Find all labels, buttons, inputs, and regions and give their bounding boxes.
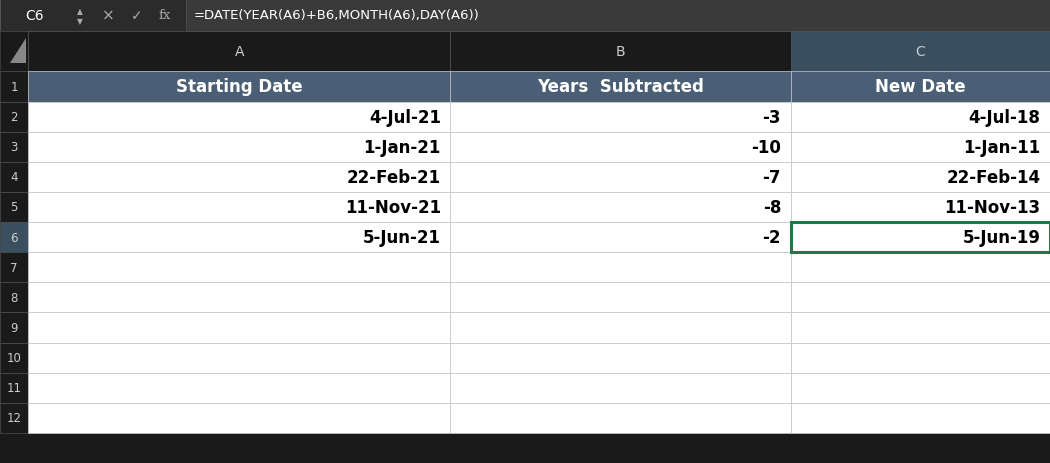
- Text: Starting Date: Starting Date: [176, 78, 302, 96]
- Bar: [28, 163, 450, 193]
- Bar: [791, 373, 1050, 403]
- Bar: [0, 163, 28, 193]
- Bar: [791, 31, 1050, 72]
- Bar: [450, 193, 791, 223]
- Text: =DATE(YEAR(A6)+B6,MONTH(A6),DAY(A6)): =DATE(YEAR(A6)+B6,MONTH(A6),DAY(A6)): [193, 9, 479, 22]
- Text: 10: 10: [6, 351, 22, 364]
- Bar: [0, 132, 28, 163]
- Bar: [0, 31, 28, 72]
- Text: 1-Jan-11: 1-Jan-11: [963, 138, 1041, 156]
- Bar: [450, 282, 791, 313]
- Text: New Date: New Date: [875, 78, 966, 96]
- Bar: [450, 132, 791, 163]
- Text: C: C: [916, 45, 925, 59]
- Bar: [791, 163, 1050, 193]
- Bar: [186, 0, 1050, 31]
- Bar: [28, 31, 450, 72]
- Bar: [0, 253, 28, 282]
- Bar: [791, 282, 1050, 313]
- Bar: [450, 343, 791, 373]
- Bar: [450, 163, 791, 193]
- Text: 4: 4: [10, 171, 18, 184]
- Bar: [450, 31, 791, 72]
- Bar: [28, 403, 450, 433]
- Bar: [68, 0, 91, 31]
- Bar: [28, 132, 450, 163]
- Text: A: A: [234, 45, 244, 59]
- Text: Years  Subtracted: Years Subtracted: [537, 78, 704, 96]
- Text: 3: 3: [10, 141, 18, 154]
- Bar: [450, 72, 791, 102]
- Text: 11-Nov-13: 11-Nov-13: [944, 199, 1041, 217]
- Bar: [450, 373, 791, 403]
- Bar: [791, 313, 1050, 343]
- Bar: [791, 223, 1050, 253]
- Text: 5: 5: [10, 201, 18, 214]
- Polygon shape: [9, 39, 26, 64]
- Bar: [0, 403, 28, 433]
- Bar: [450, 403, 791, 433]
- Bar: [28, 193, 450, 223]
- Text: 4-Jul-21: 4-Jul-21: [369, 108, 441, 126]
- Bar: [0, 373, 28, 403]
- Text: ▼: ▼: [77, 17, 83, 26]
- Bar: [791, 72, 1050, 102]
- Bar: [0, 0, 1050, 31]
- Text: 8: 8: [10, 291, 18, 304]
- Bar: [0, 223, 28, 253]
- Bar: [28, 253, 450, 282]
- Text: B: B: [615, 45, 625, 59]
- Bar: [0, 343, 28, 373]
- Bar: [28, 313, 450, 343]
- Text: 12: 12: [6, 412, 22, 425]
- Text: 22-Feb-14: 22-Feb-14: [946, 169, 1041, 187]
- Text: -3: -3: [762, 108, 781, 126]
- Bar: [791, 403, 1050, 433]
- Bar: [791, 102, 1050, 132]
- Text: -2: -2: [762, 229, 781, 246]
- Text: fx: fx: [159, 9, 171, 22]
- Bar: [28, 282, 450, 313]
- Text: C6: C6: [25, 9, 43, 23]
- Text: ×: ×: [102, 8, 114, 23]
- Bar: [0, 0, 68, 31]
- Text: 7: 7: [10, 261, 18, 274]
- Bar: [0, 193, 28, 223]
- Bar: [791, 223, 1050, 253]
- Bar: [791, 253, 1050, 282]
- Text: 9: 9: [10, 321, 18, 334]
- Bar: [450, 313, 791, 343]
- Bar: [791, 193, 1050, 223]
- Text: 11-Nov-21: 11-Nov-21: [344, 199, 441, 217]
- Bar: [791, 132, 1050, 163]
- Bar: [0, 282, 28, 313]
- Text: 5-Jun-21: 5-Jun-21: [363, 229, 441, 246]
- Text: 5-Jun-19: 5-Jun-19: [963, 229, 1041, 246]
- Bar: [0, 72, 28, 102]
- Text: 22-Feb-21: 22-Feb-21: [346, 169, 441, 187]
- Text: 6: 6: [10, 231, 18, 244]
- Text: 1: 1: [10, 81, 18, 94]
- Text: 2: 2: [10, 111, 18, 124]
- Bar: [450, 253, 791, 282]
- Text: 11: 11: [6, 382, 22, 394]
- Text: 4-Jul-18: 4-Jul-18: [969, 108, 1041, 126]
- Bar: [28, 72, 450, 102]
- Text: -7: -7: [762, 169, 781, 187]
- Bar: [450, 223, 791, 253]
- Bar: [28, 223, 450, 253]
- Bar: [0, 313, 28, 343]
- Text: ✓: ✓: [131, 9, 143, 23]
- Bar: [0, 102, 28, 132]
- Bar: [450, 102, 791, 132]
- Text: ▲: ▲: [77, 6, 83, 15]
- Bar: [28, 373, 450, 403]
- Text: 1-Jan-21: 1-Jan-21: [363, 138, 441, 156]
- Bar: [91, 0, 186, 31]
- Bar: [791, 343, 1050, 373]
- Bar: [28, 102, 450, 132]
- Text: -10: -10: [751, 138, 781, 156]
- Text: -8: -8: [762, 199, 781, 217]
- Bar: [28, 343, 450, 373]
